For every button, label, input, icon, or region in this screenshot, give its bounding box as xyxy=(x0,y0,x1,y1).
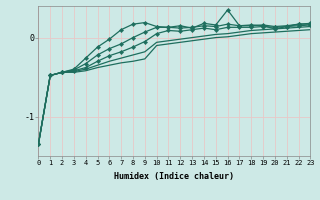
X-axis label: Humidex (Indice chaleur): Humidex (Indice chaleur) xyxy=(115,172,234,181)
